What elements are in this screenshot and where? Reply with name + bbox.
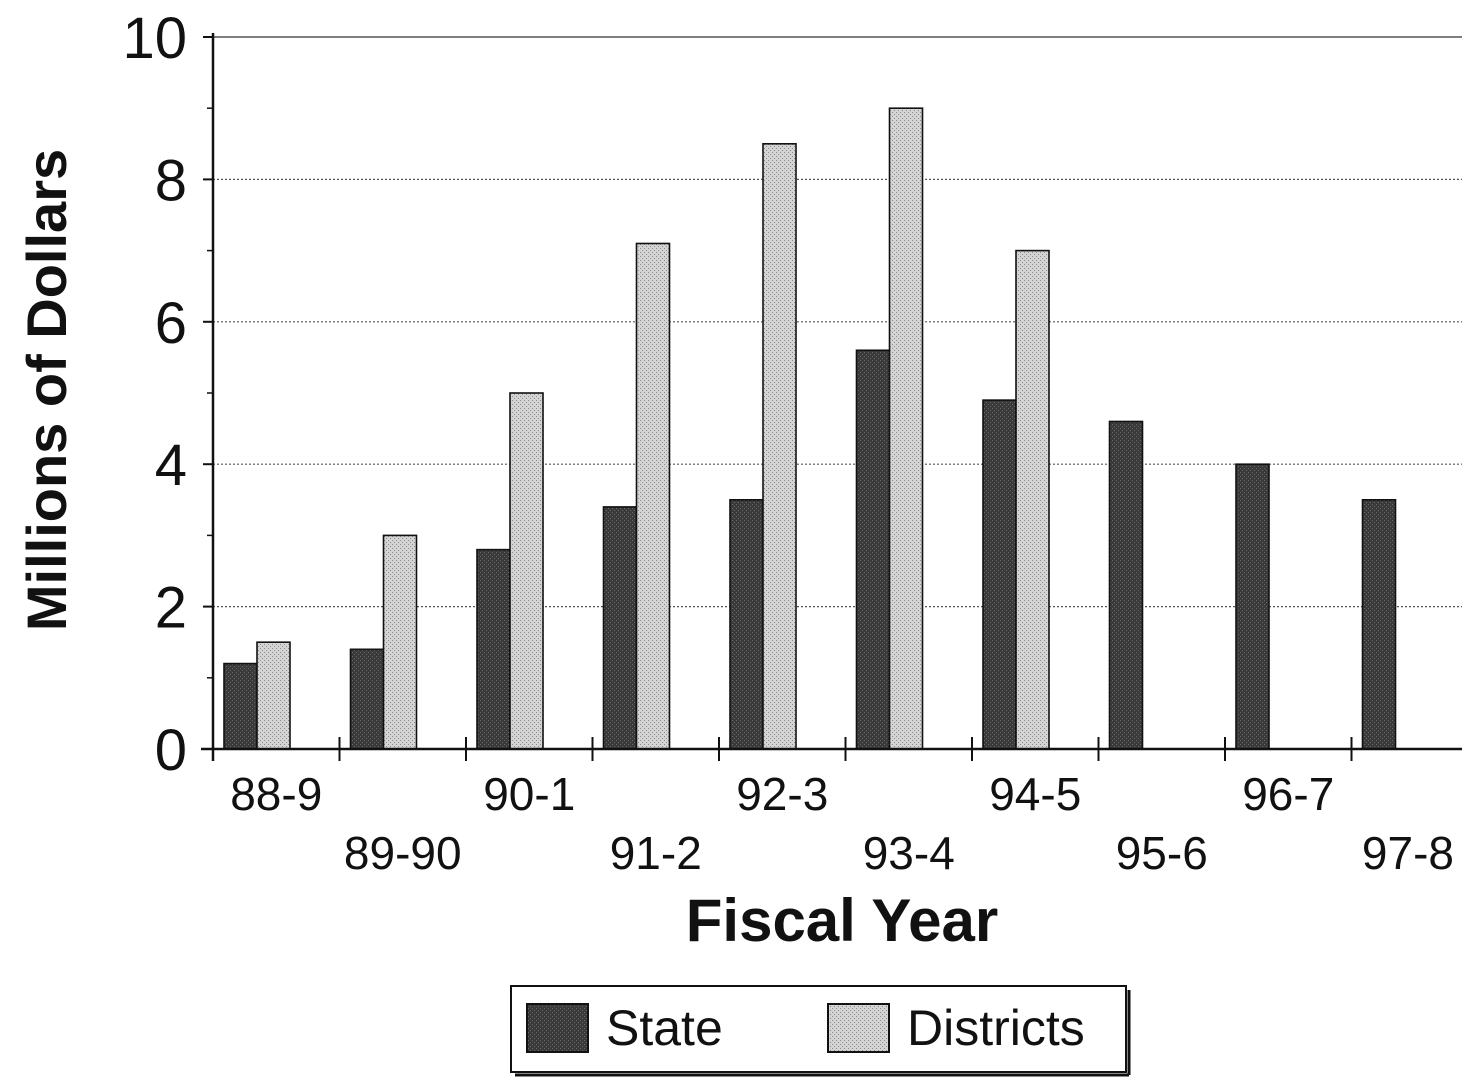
y-tick-label: 10 (122, 6, 187, 71)
x-tick-label: 96-7 (1242, 768, 1334, 820)
bar-districts-88-9 (256, 641, 291, 750)
x-tick-label: 91-2 (610, 827, 702, 879)
y-tick-label: 2 (155, 576, 187, 641)
x-tick-label: 88-9 (230, 768, 322, 820)
bar-districts-94-5 (1015, 249, 1050, 750)
bar-state-90-1 (476, 548, 511, 750)
bar-districts-93-4 (888, 107, 924, 750)
bar-districts-92-3 (762, 143, 797, 750)
bar-districts-91-2 (635, 242, 671, 750)
x-tick-label: 94-5 (989, 768, 1081, 820)
bar-districts-90-1 (509, 392, 544, 750)
y-tick-labels: 0 2 4 6 8 10 (122, 6, 187, 783)
y-tick-label: 4 (155, 433, 187, 498)
bar-districts-89-90 (382, 534, 418, 750)
legend-label-districts: Districts (907, 1000, 1085, 1056)
y-tick-label: 6 (155, 291, 187, 356)
bar-state-93-4 (855, 349, 891, 750)
bar-state-91-2 (602, 506, 638, 750)
legend-swatch-state (526, 1003, 589, 1053)
y-tick-label: 0 (155, 718, 187, 783)
gridlines (213, 36, 1462, 608)
x-tick-labels: 88-9 89-90 90-1 91-2 92-3 93-4 94-5 95-6 96-7 97-… (230, 768, 1454, 879)
x-axis-title: Fiscal Year (686, 887, 998, 954)
bar-state-92-3 (729, 498, 764, 750)
bar-state-95-6 (1108, 420, 1144, 750)
x-tick-label: 95-6 (1116, 827, 1208, 879)
legend-swatch-districts (827, 1003, 890, 1053)
y-axis-title: Millions of Dollars (15, 149, 78, 631)
legend: State Districts (510, 985, 1131, 1077)
x-tick-label: 92-3 (736, 768, 828, 820)
axes (201, 33, 1462, 761)
x-tick-label: 89-90 (344, 827, 462, 879)
bar-state-97-8 (1361, 498, 1397, 750)
bar-state-94-5 (982, 399, 1017, 750)
x-tick-label: 93-4 (863, 827, 955, 879)
legend-label-state: State (606, 1000, 723, 1056)
legend-box (510, 985, 1127, 1073)
bar-state-96-7 (1235, 463, 1270, 750)
bar-state-88-9 (223, 662, 258, 750)
x-tick-label: 97-8 (1362, 827, 1454, 879)
bars (223, 107, 1397, 750)
y-tick-label: 8 (155, 148, 187, 213)
bar-state-89-90 (349, 648, 385, 750)
x-tick-label: 90-1 (483, 768, 575, 820)
